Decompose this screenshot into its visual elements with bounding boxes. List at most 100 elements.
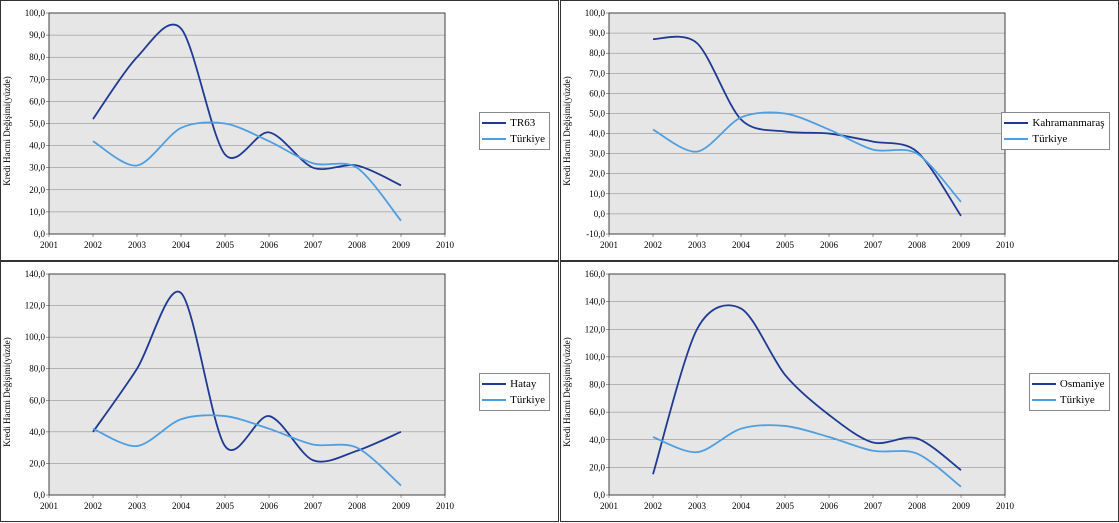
ytick-label: -10,0 — [586, 229, 605, 239]
xtick-label: 2007 — [864, 240, 883, 250]
legend-swatch — [482, 122, 506, 124]
ytick-label: 20,0 — [589, 462, 605, 472]
plot-area — [609, 13, 1005, 234]
xtick-label: 2009 — [952, 501, 971, 511]
xtick-label: 2003 — [128, 501, 147, 511]
ytick-label: 50,0 — [29, 119, 45, 129]
legend: Hatay Türkiye — [479, 373, 550, 411]
xtick-label: 2006 — [820, 501, 839, 511]
ytick-label: 100,0 — [584, 8, 605, 18]
xtick-label: 2003 — [688, 501, 707, 511]
panel-tr63: 0,010,020,030,040,050,060,070,080,090,01… — [0, 0, 559, 261]
ytick-label: 0,0 — [593, 209, 605, 219]
legend-item: Türkiye — [1032, 392, 1105, 408]
ytick-label: 60,0 — [29, 395, 45, 405]
chart-grid: 0,0 10,0 20,0 30,0 40,0 50,0 60,0 70,0 80,0 90,0 1… — [0, 0, 1119, 522]
ytick-label: 30,0 — [29, 163, 45, 173]
xtick-label: 2004 — [732, 240, 751, 250]
ytick-label: 20,0 — [589, 169, 605, 179]
legend-item: Türkiye — [482, 131, 545, 147]
xtick-label: 2004 — [732, 501, 751, 511]
xtick-label: 2005 — [216, 240, 235, 250]
ytick-label: 40,0 — [589, 435, 605, 445]
legend-item: Türkiye — [482, 392, 545, 408]
xtick-label: 2001 — [40, 501, 58, 511]
ytick-label: 60,0 — [29, 96, 45, 106]
ytick-label: 0,0 — [593, 490, 605, 500]
legend-label: Türkiye — [1060, 394, 1095, 406]
ytick-label: 60,0 — [589, 88, 605, 98]
ytick-label: 40,0 — [589, 129, 605, 139]
ytick-label: 0,0 — [34, 229, 46, 239]
xtick-label: 2010 — [436, 501, 455, 511]
ytick-label: 160,0 — [584, 269, 605, 279]
legend-swatch — [1032, 383, 1056, 385]
xtick-label: 2007 — [304, 501, 323, 511]
legend-label: TR63 — [510, 117, 535, 129]
legend-swatch — [1004, 138, 1028, 140]
ytick-label: 100,0 — [584, 352, 605, 362]
ytick-label: 80,0 — [589, 48, 605, 58]
xtick-label: 2003 — [688, 240, 707, 250]
ytick-label: 120,0 — [584, 324, 605, 334]
ytick-label: 90,0 — [589, 28, 605, 38]
xtick-label: 2002 — [644, 501, 662, 511]
ytick-label: 0,0 — [34, 490, 46, 500]
chart-svg-hatay: 0,020,040,060,080,0100,0120,0140,0200120… — [1, 262, 560, 523]
xtick-label: 2006 — [260, 240, 279, 250]
xtick-label: 2002 — [84, 240, 102, 250]
legend-item: Türkiye — [1004, 131, 1104, 147]
xtick-label: 2007 — [304, 240, 323, 250]
xtick-label: 2001 — [600, 501, 618, 511]
legend-label: Türkiye — [510, 394, 545, 406]
ytick-label: 10,0 — [589, 189, 605, 199]
legend-swatch — [1004, 122, 1028, 124]
xtick-label: 2004 — [172, 240, 191, 250]
xtick-label: 2005 — [216, 501, 235, 511]
legend-swatch — [482, 383, 506, 385]
legend: Kahramanmaraş Türkiye — [1001, 112, 1109, 150]
legend-label: Osmaniye — [1060, 378, 1105, 390]
ytick-label: 40,0 — [29, 427, 45, 437]
legend-item: Hatay — [482, 376, 545, 392]
ytick-label: 120,0 — [25, 301, 46, 311]
legend-label: Türkiye — [1032, 133, 1067, 145]
xtick-label: 2008 — [348, 240, 367, 250]
legend-item: Kahramanmaraş — [1004, 115, 1104, 131]
legend-label: Kahramanmaraş — [1032, 117, 1104, 129]
xtick-label: 2006 — [820, 240, 839, 250]
xtick-label: 2009 — [392, 240, 411, 250]
ytick-label: 80,0 — [29, 52, 45, 62]
xtick-label: 2009 — [392, 501, 411, 511]
ytick-label: 40,0 — [29, 141, 45, 151]
chart-svg-tr63: 0,010,020,030,040,050,060,070,080,090,01… — [1, 1, 560, 262]
panel-kmaras: -10,00,010,020,030,040,050,060,070,080,0… — [560, 0, 1119, 261]
ytick-label: 60,0 — [589, 407, 605, 417]
xtick-label: 2004 — [172, 501, 191, 511]
legend-item: Osmaniye — [1032, 376, 1105, 392]
xtick-label: 2007 — [864, 501, 883, 511]
legend-label: Hatay — [510, 378, 536, 390]
legend-swatch — [482, 399, 506, 401]
ytick-label: 80,0 — [29, 364, 45, 374]
legend-item: TR63 — [482, 115, 545, 131]
legend-swatch — [482, 138, 506, 140]
plot-area — [49, 274, 445, 495]
xtick-label: 2006 — [260, 501, 279, 511]
ytick-label: 70,0 — [29, 74, 45, 84]
ytick-label: 80,0 — [589, 380, 605, 390]
ytick-label: 140,0 — [25, 269, 46, 279]
ytick-label: 50,0 — [589, 108, 605, 118]
xtick-label: 2005 — [776, 240, 795, 250]
legend: TR63 Türkiye — [479, 112, 550, 150]
ytick-label: 70,0 — [589, 68, 605, 78]
panel-hatay: 0,020,040,060,080,0100,0120,0140,0200120… — [0, 261, 559, 522]
xtick-label: 2009 — [952, 240, 971, 250]
legend-swatch — [1032, 399, 1056, 401]
xtick-label: 2008 — [348, 501, 367, 511]
ytick-label: 140,0 — [584, 297, 605, 307]
xtick-label: 2005 — [776, 501, 795, 511]
xtick-label: 2010 — [436, 240, 455, 250]
xtick-label: 2001 — [600, 240, 618, 250]
ytick-label: 20,0 — [29, 458, 45, 468]
